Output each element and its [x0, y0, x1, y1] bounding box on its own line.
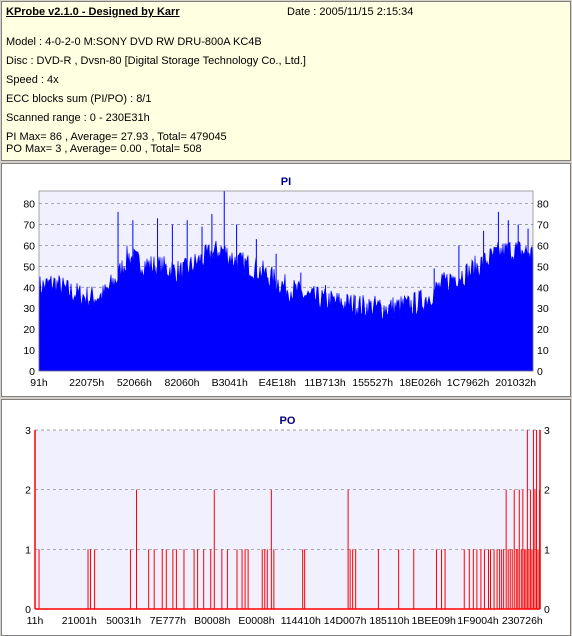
po-xtick: 7E777h: [150, 615, 186, 627]
pi-xtick: 155527h: [352, 377, 393, 389]
po-chart: PO 0 0 1 1 2 2 3 3 11h 21001h 50031h 7E777h B0008h E00…: [25, 415, 550, 627]
po-ytick-right: 0: [544, 604, 550, 616]
po-xtick: 185110h: [369, 615, 409, 627]
app-title: KProbe v2.1.0 - Designed by Karr: [6, 6, 180, 18]
pi-ytick-left: 60: [23, 240, 35, 252]
po-title: PO: [280, 415, 296, 427]
pi-ytick-left: 50: [23, 261, 35, 273]
pi-series-area: [38, 240, 534, 372]
pi-ytick-left: 30: [23, 303, 35, 315]
po-xtick: 114410h: [281, 615, 321, 627]
pi-ytick-right: 50: [537, 261, 549, 273]
pi-ytick-left: 70: [23, 219, 35, 231]
po-xtick: 14D007h: [324, 615, 367, 627]
po-ytick-left: 0: [25, 604, 31, 616]
pi-xtick: 91h: [30, 377, 48, 389]
ecc-line: ECC blocks sum (PI/PO) : 8/1: [6, 93, 152, 105]
pi-chart: PI 0 0 10 10 20 20 30 30 40 40 50 50 60 60 70 70 80 80 91h 2…: [23, 176, 549, 389]
pi-ytick-left: 80: [23, 199, 35, 211]
pi-ytick-right: 20: [537, 324, 549, 336]
pi-ytick-right: 10: [537, 345, 549, 357]
pi-stats-line: PI Max= 86 , Average= 27.93 , Total= 479…: [6, 131, 227, 143]
model-line: Model : 4-0-2-0 M:SONY DVD RW DRU-800A K…: [6, 36, 262, 48]
pi-title: PI: [281, 176, 291, 188]
po-stats-line: PO Max= 3 , Average= 0.00 , Total= 508: [6, 143, 202, 155]
info-panel: KProbe v2.1.0 - Designed by Karr Date : …: [1, 1, 571, 161]
pi-ytick-left: 0: [29, 366, 35, 378]
pi-xtick: 22075h: [69, 377, 104, 389]
pi-chart-panel: PI 0 0 10 10 20 20 30 30 40 40 50 50 60 60 70 70 80 80 91h 2…: [1, 163, 571, 397]
po-xtick: 21001h: [62, 615, 97, 627]
po-ytick-left: 1: [25, 544, 31, 556]
pi-xtick: 18E026h: [399, 377, 441, 389]
disc-line: Disc : DVD-R , Dvsn-80 [Digital Storage …: [6, 55, 306, 67]
po-chart-panel: PO 0 0 1 1 2 2 3 3 11h 21001h 50031h 7E777h B0008h E00…: [1, 399, 571, 636]
pi-xtick: E4E18h: [259, 377, 297, 389]
pi-xtick: B3041h: [212, 377, 248, 389]
speed-line: Speed : 4x: [6, 74, 59, 86]
pi-xtick: 201032h: [495, 377, 536, 389]
pi-xtick: 11B713h: [304, 377, 345, 389]
scan-date: Date : 2005/11/15 2:15:34: [287, 6, 414, 18]
pi-xtick: 52066h: [117, 377, 152, 389]
po-xtick: 50031h: [106, 615, 141, 627]
pi-ytick-right: 60: [537, 240, 549, 252]
po-xtick: E0008h: [238, 615, 274, 627]
po-ytick-right: 1: [544, 544, 550, 556]
pi-ytick-right: 0: [537, 366, 543, 378]
po-ytick-left: 2: [25, 485, 31, 497]
po-xtick: 1BEE09h: [412, 615, 457, 627]
range-line: Scanned range : 0 - 230E31h: [6, 112, 150, 124]
po-ytick-right: 2: [544, 485, 550, 497]
pi-ytick-right: 70: [537, 219, 549, 231]
po-ytick-right: 3: [544, 425, 550, 437]
pi-ytick-right: 80: [537, 199, 549, 211]
pi-ytick-left: 20: [23, 324, 35, 336]
pi-ytick-right: 40: [537, 282, 549, 294]
pi-ytick-right: 30: [537, 303, 549, 315]
po-plot-area: [35, 430, 540, 609]
pi-plot-border: [38, 190, 534, 372]
po-xtick: 230726h: [502, 615, 543, 627]
po-ytick-left: 3: [25, 425, 31, 437]
po-xtick: B0008h: [194, 615, 230, 627]
pi-ytick-left: 10: [23, 345, 35, 357]
po-xtick: 11h: [27, 615, 44, 627]
po-xtick: 1F9004h: [457, 615, 499, 627]
pi-xtick: 82060h: [164, 377, 199, 389]
pi-ytick-left: 40: [23, 282, 35, 294]
pi-xtick: 1C7962h: [447, 377, 490, 389]
